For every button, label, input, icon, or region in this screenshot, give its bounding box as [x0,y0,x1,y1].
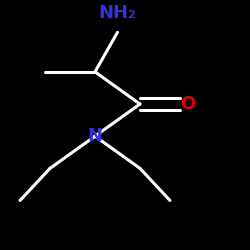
Text: N: N [88,127,102,145]
Text: NH₂: NH₂ [98,4,136,22]
Text: O: O [180,95,195,113]
